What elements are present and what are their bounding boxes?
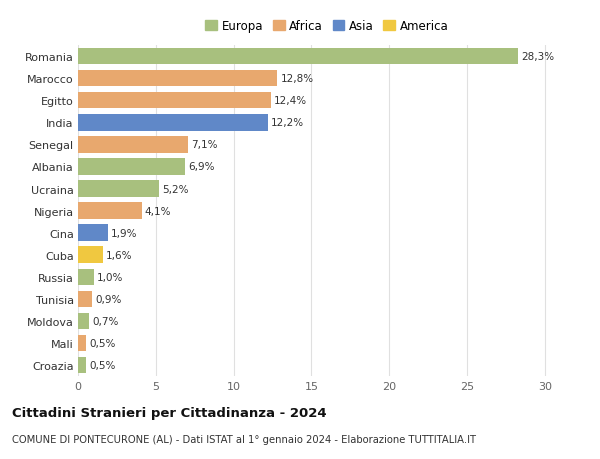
Bar <box>78 159 185 175</box>
Bar <box>78 137 188 153</box>
Bar <box>78 115 268 131</box>
Bar <box>78 357 86 374</box>
Text: 12,4%: 12,4% <box>274 96 307 106</box>
Text: 12,2%: 12,2% <box>271 118 304 128</box>
Text: COMUNE DI PONTECURONE (AL) - Dati ISTAT al 1° gennaio 2024 - Elaborazione TUTTIT: COMUNE DI PONTECURONE (AL) - Dati ISTAT … <box>12 434 476 444</box>
Bar <box>78 335 86 352</box>
Text: 1,0%: 1,0% <box>97 272 123 282</box>
Text: 0,5%: 0,5% <box>89 338 115 348</box>
Text: 7,1%: 7,1% <box>191 140 218 150</box>
Text: 1,9%: 1,9% <box>110 228 137 238</box>
Bar <box>78 313 89 330</box>
Text: 28,3%: 28,3% <box>521 52 554 62</box>
Bar <box>78 71 277 87</box>
Bar <box>78 49 518 65</box>
Text: 0,5%: 0,5% <box>89 360 115 370</box>
Text: 6,9%: 6,9% <box>188 162 215 172</box>
Bar <box>78 203 142 219</box>
Text: 12,8%: 12,8% <box>280 74 313 84</box>
Text: 1,6%: 1,6% <box>106 250 133 260</box>
Bar <box>78 291 92 308</box>
Text: 4,1%: 4,1% <box>145 206 172 216</box>
Bar <box>78 181 159 197</box>
Bar <box>78 225 107 241</box>
Text: 0,7%: 0,7% <box>92 316 118 326</box>
Bar <box>78 269 94 285</box>
Bar <box>78 247 103 263</box>
Legend: Europa, Africa, Asia, America: Europa, Africa, Asia, America <box>202 17 452 37</box>
Text: 5,2%: 5,2% <box>162 184 188 194</box>
Text: Cittadini Stranieri per Cittadinanza - 2024: Cittadini Stranieri per Cittadinanza - 2… <box>12 406 326 419</box>
Bar <box>78 93 271 109</box>
Text: 0,9%: 0,9% <box>95 294 121 304</box>
